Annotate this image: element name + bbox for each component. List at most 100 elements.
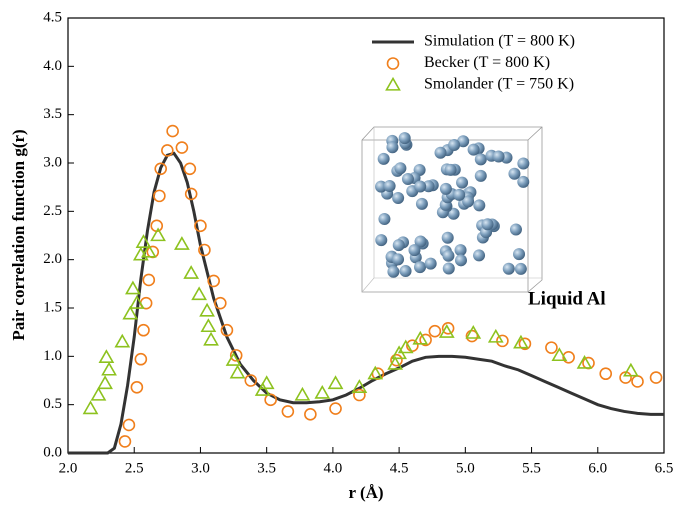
data-point: [140, 243, 157, 258]
data-point: [314, 384, 331, 399]
x-tick-label: 4.0: [324, 460, 343, 476]
atom: [392, 191, 405, 204]
data-point: [599, 367, 613, 381]
atom: [474, 153, 487, 166]
x-tick-label: 6.5: [655, 460, 674, 476]
data-point: [166, 124, 179, 138]
y-tick-label: 0.5: [43, 396, 62, 412]
y-axis-title: Pair correlation function g(r): [9, 129, 28, 340]
data-point: [130, 380, 144, 394]
data-point: [545, 341, 558, 354]
data-point: [137, 323, 150, 337]
atom: [481, 218, 494, 231]
atom: [448, 139, 461, 152]
data-point: [518, 337, 532, 351]
x-tick-label: 4.5: [390, 460, 409, 476]
y-tick-label: 1.0: [43, 348, 62, 364]
data-point: [551, 347, 568, 362]
data-point: [465, 325, 482, 339]
atom: [439, 182, 452, 195]
cube-edge: [527, 126, 543, 141]
data-point: [438, 324, 455, 338]
data-point: [412, 330, 429, 345]
atom: [386, 141, 399, 154]
legend-label: Smolander (T = 750 K): [424, 76, 574, 93]
atom: [473, 199, 486, 212]
legend-swatch: [386, 57, 400, 70]
atom: [513, 248, 526, 261]
y-tick-label: 4.0: [43, 58, 62, 74]
data-point: [487, 328, 504, 343]
data-point: [304, 408, 317, 421]
inset-cube: [361, 126, 543, 293]
atom: [473, 249, 486, 262]
atom: [399, 265, 412, 278]
data-point: [351, 379, 368, 393]
data-point: [214, 296, 227, 310]
data-point: [194, 219, 207, 233]
atom: [517, 175, 530, 188]
data-point: [220, 323, 234, 337]
atom: [508, 167, 521, 180]
atom: [414, 261, 427, 274]
atom: [444, 163, 457, 176]
atom: [454, 244, 467, 257]
atom: [442, 262, 455, 275]
data-point: [199, 302, 215, 317]
y-tick-label: 1.5: [43, 299, 62, 315]
data-point: [118, 435, 132, 448]
data-point: [90, 386, 107, 401]
atom: [375, 234, 388, 247]
atom: [415, 197, 428, 210]
atom: [492, 150, 505, 163]
y-tick-label: 2.5: [43, 203, 62, 219]
atom: [453, 188, 466, 201]
data-point: [154, 162, 168, 176]
data-point: [367, 365, 384, 380]
cube-edge: [361, 277, 375, 293]
data-point: [198, 243, 211, 257]
data-point: [631, 375, 644, 388]
x-tick-label: 6.0: [588, 460, 607, 476]
y-tick-label: 0.0: [43, 444, 62, 460]
data-point: [258, 375, 275, 390]
data-point: [419, 333, 432, 347]
atom: [378, 213, 391, 226]
atom: [375, 180, 388, 193]
y-tick-label: 4.5: [43, 9, 62, 25]
data-point: [207, 274, 220, 288]
atom: [383, 180, 396, 193]
data-point: [203, 331, 219, 346]
y-tick-label: 3.0: [43, 154, 62, 170]
atom: [509, 223, 522, 236]
data-point: [122, 418, 136, 432]
data-point: [623, 362, 639, 377]
legend-label: Becker (T = 800 K): [424, 54, 550, 71]
x-tick-label: 3.5: [257, 460, 276, 476]
atom: [414, 235, 427, 248]
data-point: [161, 144, 174, 157]
data-point: [183, 162, 197, 176]
data-point: [134, 352, 148, 366]
legend-swatch: [385, 76, 401, 91]
atom: [401, 173, 414, 186]
data-point: [264, 393, 277, 407]
atom: [441, 231, 454, 244]
data-point: [428, 324, 442, 338]
atom: [514, 262, 527, 275]
atom: [454, 254, 467, 267]
data-point: [183, 265, 200, 279]
x-axis-title: r (Å): [348, 483, 383, 502]
y-tick-label: 3.5: [43, 106, 62, 122]
data-point: [390, 353, 403, 367]
data-point: [175, 141, 189, 154]
data-point: [200, 318, 217, 333]
data-point: [225, 352, 242, 366]
data-point: [101, 361, 117, 376]
data-point: [229, 349, 243, 362]
data-point: [184, 187, 198, 201]
data-point: [441, 321, 455, 335]
line-series: [68, 151, 664, 455]
data-point: [244, 374, 258, 387]
